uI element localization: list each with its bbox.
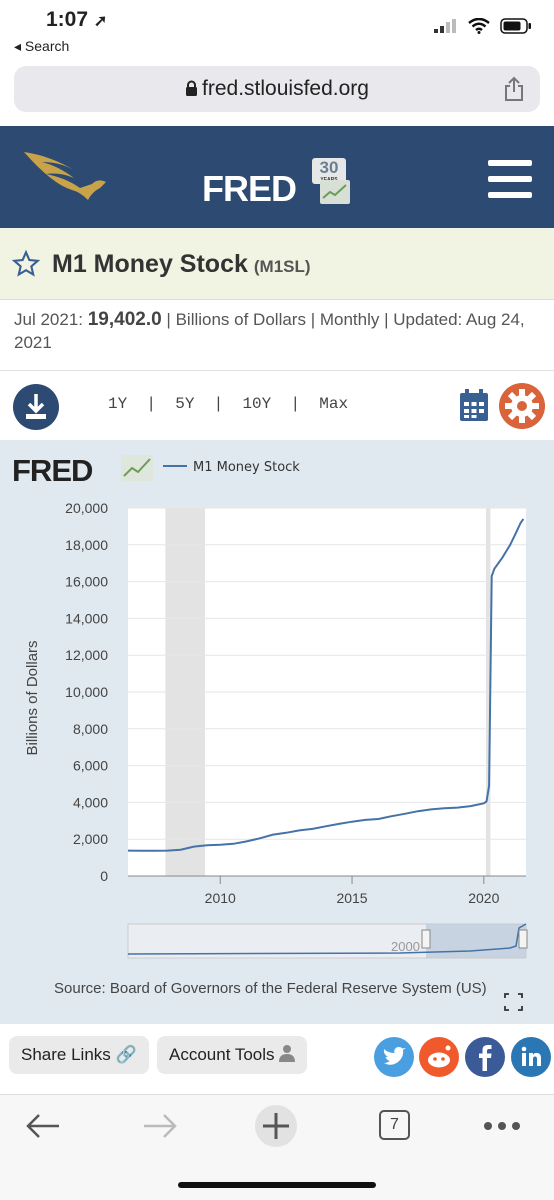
y-tick-label: 8,000 bbox=[73, 721, 108, 737]
series-units: Billions of Dollars bbox=[175, 310, 306, 329]
status-bar: 1:07 ➚ ◂ Search bbox=[0, 0, 554, 62]
legend-label: M1 Money Stock bbox=[193, 460, 300, 475]
status-time: 1:07 ➚ bbox=[46, 8, 108, 31]
updated-label: Updated: bbox=[393, 310, 463, 329]
updated-date: Aug 24, 2021 bbox=[14, 310, 525, 352]
observation-value: 19,402.0 bbox=[87, 309, 162, 330]
y-tick-label: 2,000 bbox=[73, 831, 108, 847]
range-10y[interactable]: 10Y bbox=[242, 395, 272, 413]
series-code: (M1SL) bbox=[253, 257, 311, 276]
range-max[interactable]: Max bbox=[319, 395, 349, 413]
lock-icon bbox=[186, 80, 198, 96]
m1-line-chart[interactable]: FRED M1 Money Stock 0 2,000 4,000 6,000 8,000 1… bbox=[0, 440, 554, 1024]
chart-logo-line bbox=[123, 458, 151, 477]
navigator-year-label: 2000 bbox=[391, 939, 420, 954]
address-bar[interactable]: fred.stlouisfed.org bbox=[14, 66, 540, 112]
favorite-star-icon[interactable] bbox=[12, 250, 40, 278]
status-icons bbox=[434, 18, 532, 34]
new-tab-plus-icon[interactable] bbox=[254, 1104, 298, 1148]
observation-date: Jul 2021: bbox=[14, 310, 83, 329]
range-1y[interactable]: 1Y bbox=[108, 395, 128, 413]
x-tick-label: 2020 bbox=[468, 890, 499, 906]
share-icon[interactable] bbox=[504, 76, 524, 102]
x-tick-label: 2015 bbox=[336, 890, 367, 906]
twitter-icon[interactable] bbox=[374, 1037, 414, 1077]
fred-logo-text: FRED bbox=[202, 168, 297, 209]
account-tools-button[interactable]: Account Tools bbox=[157, 1036, 308, 1074]
chart-logo-badge bbox=[121, 455, 153, 481]
calendar-icon[interactable] bbox=[459, 388, 489, 422]
series-line-m1 bbox=[127, 518, 525, 852]
tab-count: 7 bbox=[390, 1116, 399, 1133]
tabs-button[interactable]: 7 bbox=[379, 1110, 410, 1140]
cellular-signal-icon bbox=[434, 19, 456, 33]
y-tick-label: 0 bbox=[100, 868, 108, 884]
chart-controls: 1Y | 5Y | 10Y | Max bbox=[0, 370, 554, 440]
range-selector: 1Y | 5Y | 10Y | Max bbox=[108, 395, 349, 413]
facebook-icon[interactable] bbox=[465, 1037, 505, 1077]
battery-icon bbox=[500, 18, 531, 34]
user-icon bbox=[279, 1045, 296, 1062]
y-axis-label: Billions of Dollars bbox=[24, 640, 41, 755]
range-5y[interactable]: 5Y bbox=[175, 395, 195, 413]
home-indicator bbox=[178, 1182, 376, 1188]
site-header: FRED 30 YEARS bbox=[0, 126, 554, 228]
back-to-search-link[interactable]: ◂ Search bbox=[14, 38, 70, 54]
url-text: fred.stlouisfed.org bbox=[14, 77, 540, 101]
fred-logo[interactable]: FRED bbox=[202, 168, 297, 210]
y-tick-label: 4,000 bbox=[73, 794, 108, 810]
navigator-left-handle bbox=[421, 929, 431, 949]
y-tick-label: 6,000 bbox=[73, 758, 108, 774]
anniversary-badge: 30 YEARS bbox=[310, 156, 352, 208]
y-tick-label: 12,000 bbox=[65, 647, 108, 663]
series-title: M1 Money Stock (M1SL) bbox=[52, 250, 311, 279]
y-tick-label: 14,000 bbox=[65, 610, 108, 626]
eagle-logo-icon[interactable] bbox=[22, 148, 112, 204]
navigator-right-handle bbox=[518, 929, 528, 949]
chart-fred-logo: FRED bbox=[12, 453, 93, 488]
location-arrow-icon: ➚ bbox=[93, 13, 108, 30]
y-tick-label: 10,000 bbox=[65, 684, 108, 700]
mini-chart-icon bbox=[320, 180, 350, 204]
wifi-icon bbox=[468, 18, 490, 34]
x-tick-label: 2010 bbox=[205, 890, 236, 906]
more-options-icon[interactable] bbox=[483, 1121, 521, 1131]
y-tick-label: 18,000 bbox=[65, 537, 108, 553]
url-value: fred.stlouisfed.org bbox=[202, 77, 369, 100]
hamburger-menu-icon[interactable] bbox=[488, 160, 532, 198]
series-frequency: Monthly bbox=[319, 310, 380, 329]
y-tick-label: 16,000 bbox=[65, 574, 108, 590]
chart-panel: FRED M1 Money Stock 0 2,000 4,000 6,000 8,000 1… bbox=[0, 440, 554, 1024]
series-meta: Jul 2021: 19,402.0 | Billions of Dollars… bbox=[14, 309, 525, 352]
settings-gear-icon[interactable] bbox=[499, 383, 545, 429]
share-links-label: Share Links bbox=[21, 1045, 111, 1064]
download-icon[interactable] bbox=[12, 383, 60, 431]
series-title-text: M1 Money Stock bbox=[52, 250, 248, 278]
navigator-series bbox=[127, 923, 527, 955]
y-tick-label: 20,000 bbox=[65, 500, 108, 516]
link-icon: 🔗 bbox=[115, 1045, 137, 1064]
series-title-bar: M1 Money Stock (M1SL) bbox=[0, 228, 554, 300]
forward-arrow-icon[interactable] bbox=[142, 1112, 178, 1140]
share-footer: Share Links 🔗 Account Tools bbox=[0, 1024, 554, 1090]
share-links-button[interactable]: Share Links 🔗 bbox=[9, 1036, 149, 1074]
linkedin-icon[interactable] bbox=[511, 1037, 551, 1077]
reddit-icon[interactable] bbox=[419, 1037, 459, 1077]
account-tools-label: Account Tools bbox=[169, 1045, 275, 1064]
anniversary-number: 30 bbox=[319, 158, 339, 177]
navigator-selection bbox=[426, 924, 526, 958]
fullscreen-icon bbox=[504, 993, 523, 1011]
back-arrow-icon[interactable] bbox=[25, 1112, 61, 1140]
chart-source: Source: Board of Governors of the Federa… bbox=[54, 980, 487, 997]
